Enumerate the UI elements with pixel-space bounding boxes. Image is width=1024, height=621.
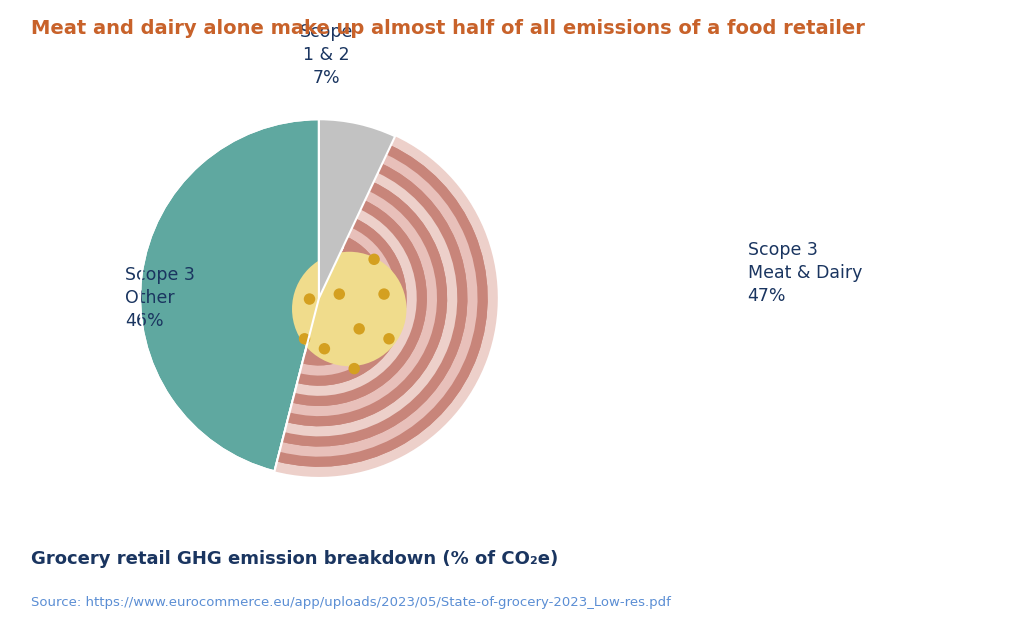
Text: Scope
1 & 2
7%: Scope 1 & 2 7%	[300, 23, 353, 87]
Circle shape	[324, 258, 335, 270]
Wedge shape	[140, 119, 318, 471]
Circle shape	[292, 252, 407, 366]
Wedge shape	[278, 145, 487, 467]
Wedge shape	[302, 237, 386, 365]
Wedge shape	[300, 228, 396, 376]
Wedge shape	[274, 136, 498, 477]
Circle shape	[383, 333, 394, 345]
Wedge shape	[297, 219, 407, 386]
Wedge shape	[290, 191, 437, 416]
Circle shape	[334, 288, 345, 300]
Circle shape	[304, 293, 315, 305]
Circle shape	[318, 343, 330, 355]
Circle shape	[348, 363, 360, 374]
Wedge shape	[287, 182, 447, 426]
Circle shape	[299, 333, 310, 345]
Wedge shape	[295, 210, 417, 396]
Text: Scope 3
Other
46%: Scope 3 Other 46%	[125, 266, 196, 330]
Text: Meat and dairy alone make up almost half of all emissions of a food retailer: Meat and dairy alone make up almost half…	[31, 19, 864, 38]
Wedge shape	[280, 155, 477, 456]
Wedge shape	[318, 119, 395, 298]
Text: Scope 3
Meat & Dairy
47%: Scope 3 Meat & Dairy 47%	[748, 242, 862, 305]
Text: Grocery retail GHG emission breakdown (% of CO₂e): Grocery retail GHG emission breakdown (%…	[31, 550, 558, 568]
Wedge shape	[285, 173, 458, 437]
Wedge shape	[292, 201, 427, 406]
Text: Source: https://www.eurocommerce.eu/app/uploads/2023/05/State-of-grocery-2023_Lo: Source: https://www.eurocommerce.eu/app/…	[31, 596, 671, 609]
Circle shape	[378, 288, 390, 300]
Circle shape	[369, 253, 380, 265]
Wedge shape	[282, 164, 467, 446]
Circle shape	[353, 323, 365, 335]
Wedge shape	[274, 136, 498, 477]
Wedge shape	[318, 119, 395, 298]
